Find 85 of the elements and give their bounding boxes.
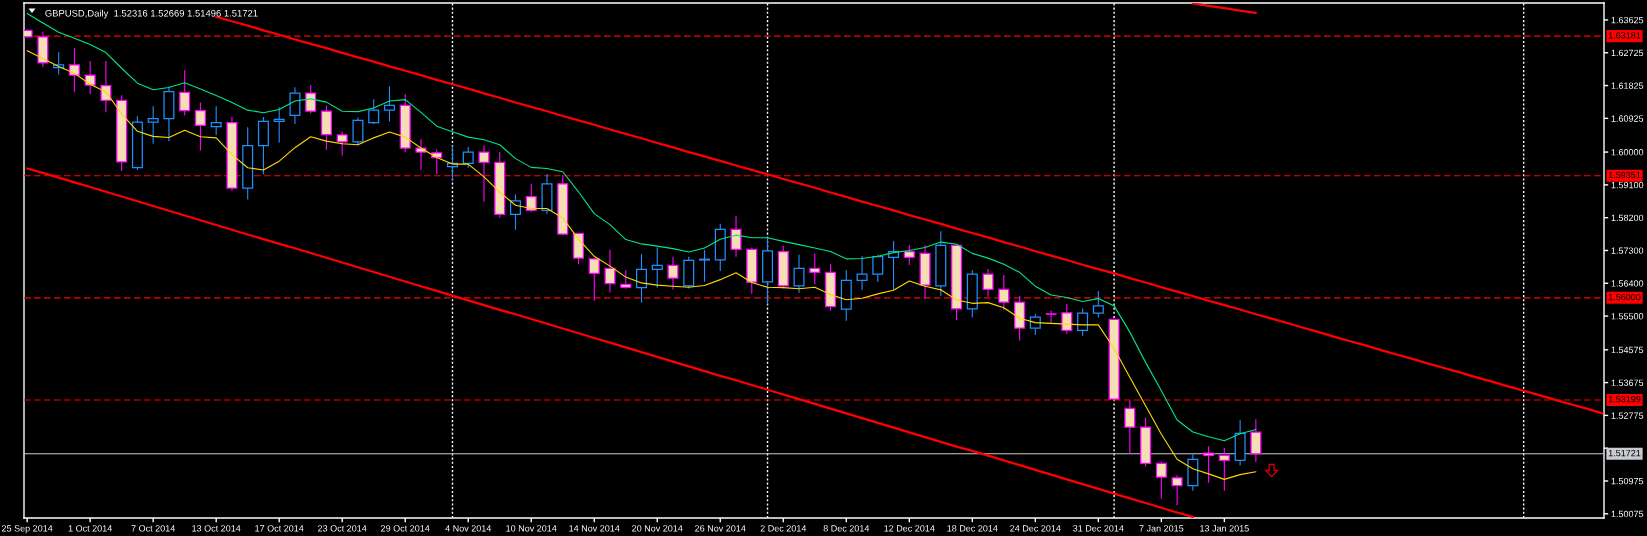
- candlestick: [588, 258, 600, 302]
- candlestick: [651, 247, 663, 289]
- candlestick: [179, 69, 191, 117]
- x-tick-label: 12 Dec 2014: [884, 525, 935, 532]
- candlestick: [667, 256, 679, 291]
- x-tick-label: 25 Sep 2014: [2, 525, 53, 534]
- candlestick: [525, 183, 537, 213]
- y-tick-label: 1.62725: [1611, 49, 1644, 57]
- ref-line-label: 1.59351: [1608, 171, 1641, 179]
- y-tick-label: 1.53675: [1611, 379, 1644, 386]
- y-tick-label: 1.50075: [1611, 510, 1644, 518]
- candlestick: [998, 274, 1010, 311]
- x-tick-label: 2 Dec 2014: [760, 525, 807, 532]
- x-tick-label: 4 Nov 2014: [445, 525, 492, 532]
- candlestick: [147, 105, 159, 145]
- y-tick-label: 1.63625: [1611, 16, 1644, 24]
- y-tick-label: 1.54575: [1611, 346, 1644, 354]
- candlestick: [210, 105, 222, 136]
- candlestick: [462, 146, 474, 169]
- ref-line-label: 1.51721: [1608, 449, 1641, 457]
- candlestick: [872, 254, 884, 283]
- candlestick: [1171, 474, 1183, 506]
- y-tick-label: 1.60925: [1611, 115, 1644, 122]
- candlestick: [1250, 418, 1262, 463]
- candlestick: [194, 101, 206, 152]
- candlestick: [383, 85, 395, 123]
- x-tick-label: 8 Dec 2014: [823, 525, 870, 532]
- y-tick-label: 1.52775: [1611, 412, 1644, 419]
- ref-line-label: 1.53199: [1608, 395, 1641, 403]
- candlestick: [699, 249, 711, 283]
- candlestick: [1124, 400, 1136, 455]
- x-tick-label: 26 Nov 2014: [695, 525, 746, 532]
- candlestick: [1218, 447, 1230, 492]
- candlestick: [620, 269, 632, 290]
- candlestick: [1077, 307, 1089, 337]
- ref-line-label: 1.63181: [1608, 32, 1641, 39]
- line-series: [1191, 3, 1257, 14]
- y-tick-label: 1.59100: [1611, 181, 1644, 189]
- ref-line-label: 1.56000: [1608, 293, 1641, 301]
- x-tick-label: 17 Oct 2014: [255, 525, 304, 532]
- candlestick: [903, 244, 915, 266]
- x-tick-label: 13 Oct 2014: [192, 525, 241, 532]
- x-tick-label: 23 Oct 2014: [318, 525, 367, 532]
- x-tick-label: 18 Dec 2014: [947, 525, 998, 532]
- x-tick-label: 1 Oct 2014: [68, 525, 112, 532]
- candlestick: [273, 106, 285, 144]
- candlestick: [68, 47, 80, 93]
- text: GBPUSD,Daily 1.52316 1.52669 1.51496 1.51721: [45, 9, 258, 19]
- x-tick-label: 24 Dec 2014: [1010, 525, 1061, 532]
- candlestick: [856, 255, 868, 291]
- x-tick-label: 7 Oct 2014: [131, 525, 175, 532]
- candlestick: [1203, 445, 1215, 484]
- x-tick-label: 29 Oct 2014: [381, 525, 430, 532]
- x-tick-label: 14 Nov 2014: [569, 525, 620, 532]
- candlestick: [982, 268, 994, 298]
- candlestick: [730, 215, 742, 258]
- candlestick: [509, 193, 521, 231]
- candlestick: [604, 249, 616, 293]
- candlestick: [1155, 460, 1167, 500]
- candlestick: [1092, 290, 1104, 319]
- y-tick-label: 1.57300: [1611, 247, 1644, 254]
- x-tick-label: 20 Nov 2014: [632, 525, 683, 532]
- candlestick: [320, 104, 332, 151]
- candlestick: [352, 116, 364, 147]
- x-tick-label: 7 Jan 2015: [1139, 525, 1184, 532]
- y-tick-label: 1.55500: [1611, 313, 1644, 320]
- candlestick: [478, 144, 490, 203]
- candlestick: [793, 254, 805, 294]
- x-tick-label: 10 Nov 2014: [506, 525, 557, 532]
- candlestick: [1045, 310, 1057, 324]
- candlestick: [305, 84, 317, 114]
- candlestick: [289, 86, 301, 125]
- candlestick: [635, 253, 648, 304]
- x-tick-label: 31 Dec 2014: [1073, 525, 1124, 532]
- y-tick-label: 1.50975: [1611, 477, 1644, 485]
- y-tick-label: 1.56400: [1611, 280, 1644, 287]
- candlestick: [336, 131, 348, 157]
- candlestick: [100, 60, 112, 113]
- x-tick-label: 13 Jan 2015: [1200, 525, 1249, 532]
- y-tick-label: 1.58200: [1611, 214, 1644, 222]
- y-tick-label: 1.60000: [1611, 149, 1644, 156]
- candlestick: [368, 98, 380, 125]
- y-tick-label: 1.61825: [1611, 82, 1644, 89]
- line-series: [26, 50, 1257, 480]
- candlestick: [809, 252, 821, 285]
